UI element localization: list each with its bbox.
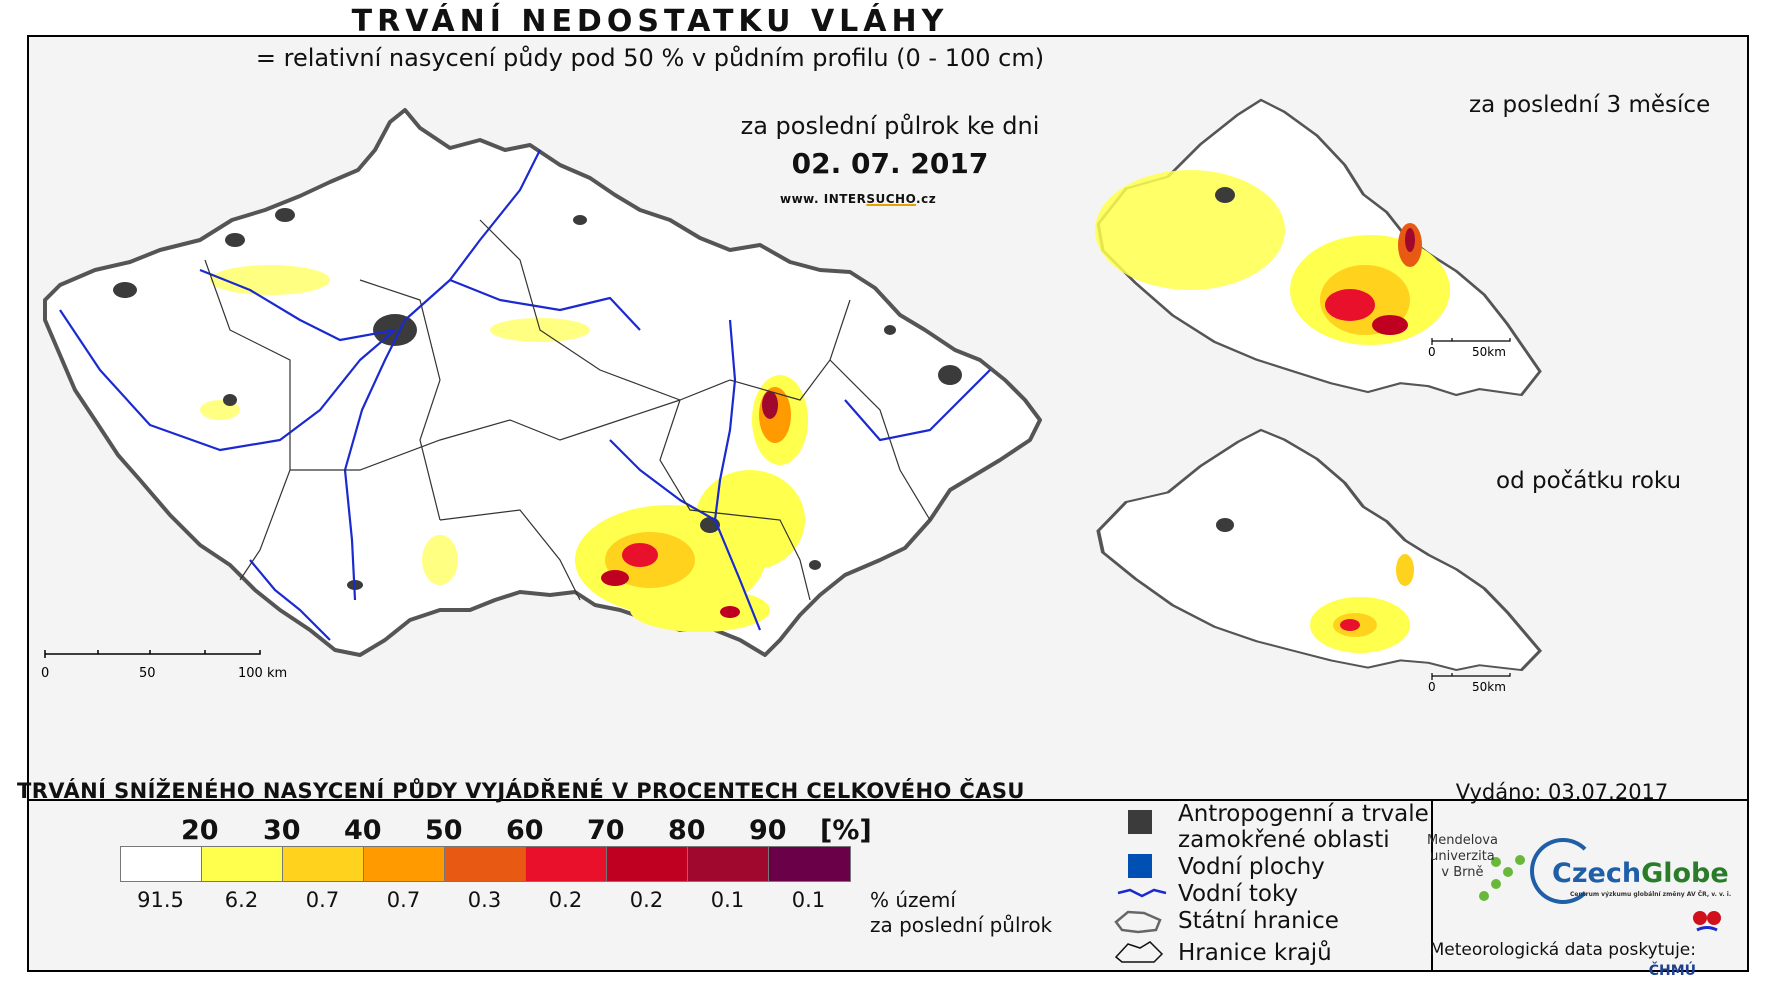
inset-label-year: od počátku roku [1496, 468, 1682, 494]
website-highlight: SUCHO [866, 192, 917, 206]
color-swatch [769, 847, 850, 881]
threshold-label: 60 [506, 815, 544, 846]
symbol-water-label: Vodní plochy [1178, 854, 1325, 880]
meteo-prefix: Meteorologická data poskytuje: [1429, 940, 1696, 960]
state-border-icon [1114, 910, 1162, 934]
main-scale-bar [44, 650, 261, 658]
map-title: TRVÁNÍ NEDOSTATKU VLÁHY [351, 4, 949, 39]
legend-divider [29, 799, 1747, 801]
chmu-logo-icon [1693, 911, 1721, 932]
color-swatch [607, 847, 688, 881]
color-swatch [688, 847, 769, 881]
inset-year-scale-end: 50km [1472, 680, 1506, 694]
inset-year-deficit [1216, 518, 1414, 653]
threshold-label: 40 [344, 815, 382, 846]
legend-title: TRVÁNÍ SNÍŽENÉHO NASYCENÍ PŮDY VYJÁDŘENÉ… [17, 779, 1025, 803]
inset-year-scale-zero: 0 [1428, 680, 1436, 694]
period-label: za poslední půlrok ke dni [740, 112, 1040, 140]
share-value: 6.2 [224, 888, 259, 912]
footer-divider [1431, 799, 1433, 970]
inset-label-3-months: za poslední 3 měsíce [1469, 92, 1711, 118]
color-swatch [445, 847, 526, 881]
website-link[interactable]: www. INTERSUCHO.cz [780, 192, 936, 206]
color-swatch [526, 847, 607, 881]
czechglobe-word-b: Globe [1641, 858, 1729, 889]
symbol-state-border: Státní hranice [1178, 908, 1498, 934]
share-value: 0.2 [548, 888, 583, 912]
czechglobe-logo: CzechGlobe [1552, 858, 1729, 889]
symbol-water: Vodní plochy [1178, 854, 1498, 880]
urban-area-icon [1128, 810, 1152, 834]
symbol-region-border: Hranice krajů [1178, 940, 1498, 966]
threshold-label: 20 [181, 815, 219, 846]
inset-3-months-scale-bar [1431, 338, 1511, 345]
share-note-line1: % území [870, 888, 956, 912]
meteo-credit: Meteorologická data poskytuje: ČHMÚ [1404, 940, 1720, 980]
website-suffix: .cz [916, 192, 937, 206]
legend-share-values: 91.5 6.2 0.7 0.7 0.3 0.2 0.2 0.1 0.1 [120, 888, 860, 914]
symbol-rivers-label: Vodní toky [1178, 881, 1299, 907]
mendel-line2: univerzita [1430, 849, 1495, 864]
share-value: 0.7 [386, 888, 421, 912]
color-swatch [283, 847, 364, 881]
mendel-university-logo: Mendelova univerzita v Brně [1427, 833, 1498, 881]
share-value: 0.7 [305, 888, 340, 912]
czechglobe-subtitle: Centrum výzkumu globální změny AV ČR, v.… [1570, 891, 1732, 898]
czechglobe-word-a: Czech [1552, 858, 1642, 889]
threshold-label: 90 [749, 815, 787, 846]
threshold-unit: [%] [820, 815, 872, 846]
legend-thresholds: 20 30 40 50 60 70 80 90 [%] [120, 815, 900, 846]
share-value: 0.1 [710, 888, 745, 912]
main-scale-mid: 50 [139, 666, 156, 681]
symbol-urban: Antropogenní a trvale zamokřené oblasti [1178, 801, 1498, 853]
symbol-urban-line2: zamokřené oblasti [1178, 827, 1390, 853]
main-scale-zero: 0 [41, 666, 49, 681]
color-swatch [202, 847, 283, 881]
czechglobe-ring-icon [1530, 838, 1596, 904]
region-border-icon [1114, 941, 1164, 963]
share-value: 0.2 [629, 888, 664, 912]
color-swatch [121, 847, 202, 881]
region-borders [204, 219, 931, 601]
mendel-line3: v Brně [1441, 865, 1484, 880]
share-value: 0.1 [791, 888, 826, 912]
share-note-line2: za poslední půlrok [870, 913, 1053, 937]
threshold-label: 70 [587, 815, 625, 846]
website-prefix: www. INTER [780, 192, 867, 206]
share-value: 0.3 [467, 888, 502, 912]
river-icon [1117, 888, 1167, 898]
share-value: 91.5 [137, 888, 184, 912]
issued-date: Vydáno: 03.07.2017 [1455, 780, 1669, 804]
threshold-label: 30 [263, 815, 301, 846]
symbol-urban-line1: Antropogenní a trvale [1178, 801, 1429, 827]
main-map [43, 108, 1042, 657]
legend-color-scale [120, 846, 851, 882]
meteo-org: ČHMÚ [1648, 963, 1696, 979]
inset-3-months-deficit [1095, 170, 1450, 345]
date-label: 02. 07. 2017 [791, 147, 989, 180]
color-swatch [364, 847, 445, 881]
threshold-label: 50 [425, 815, 463, 846]
main-scale-end: 100 km [238, 666, 287, 681]
inset-year-scale-bar [1431, 673, 1511, 680]
moisture-deficit-areas [200, 265, 808, 632]
threshold-label: 80 [668, 815, 706, 846]
inset-3-months-scale-end: 50km [1472, 345, 1506, 359]
inset-3-months-scale-zero: 0 [1428, 345, 1436, 359]
map-subtitle: = relativní nasycení půdy pod 50 % v půd… [255, 44, 1045, 72]
mendel-dots-icon [1479, 855, 1525, 901]
mendel-line1: Mendelova [1427, 833, 1498, 848]
symbol-region-border-label: Hranice krajů [1178, 940, 1332, 966]
water-body-icon [1128, 854, 1152, 878]
symbol-rivers: Vodní toky [1178, 881, 1498, 907]
rivers [59, 149, 991, 641]
share-note: % území za poslední půlrok [870, 888, 1052, 938]
symbol-state-border-label: Státní hranice [1178, 908, 1339, 934]
